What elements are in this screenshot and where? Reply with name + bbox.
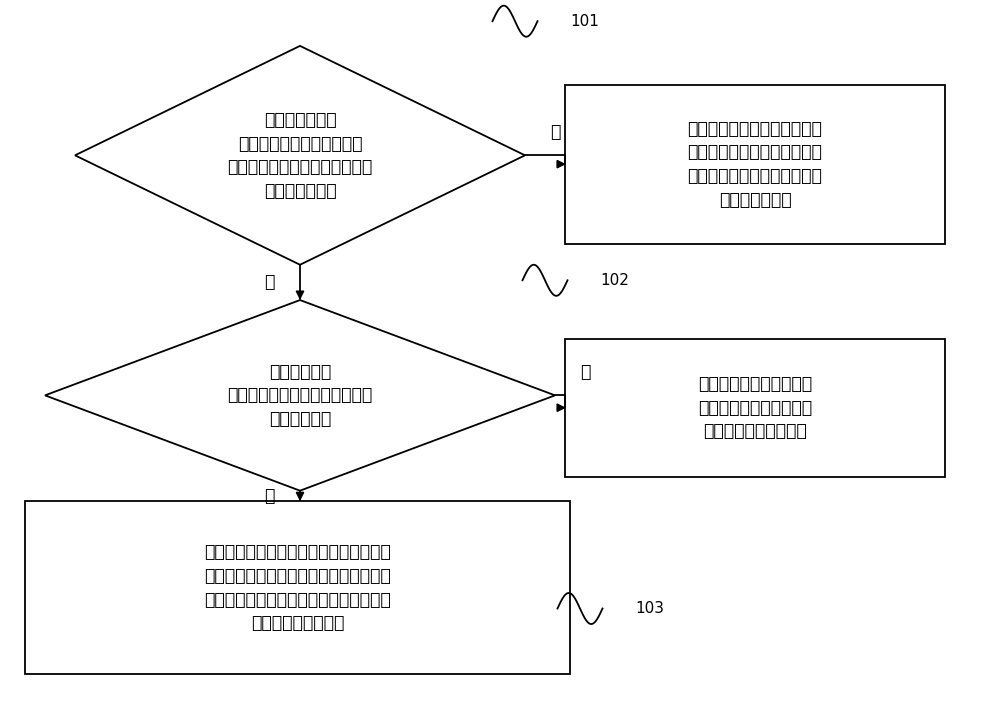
Text: 判断目标瓶试
剂所在的试剂批次是否对应有试
剂批工作曲线: 判断目标瓶试 剂所在的试剂批次是否对应有试 剂批工作曲线: [227, 363, 373, 428]
Text: 103: 103: [635, 601, 664, 616]
Text: 否: 否: [580, 364, 590, 381]
Text: 否: 否: [550, 124, 560, 141]
Bar: [565, 85, 945, 244]
Text: 将目标瓶试剂当前校准得
到的工作曲线作为目标瓶
试剂的试剂瓶工作曲线: 将目标瓶试剂当前校准得 到的工作曲线作为目标瓶 试剂的试剂瓶工作曲线: [698, 375, 812, 441]
Text: 是: 是: [265, 487, 275, 505]
Text: 是: 是: [265, 273, 275, 292]
Text: 获取目标瓶试剂
的开瓶时间，并检测目标瓶
试剂的开瓶时间是否超过试剂特
性安全时间阈值: 获取目标瓶试剂 的开瓶时间，并检测目标瓶 试剂的开瓶时间是否超过试剂特 性安全时…: [227, 111, 373, 200]
Text: 102: 102: [600, 273, 629, 288]
Text: 将目标瓶试剂当前校准得到的
工作曲线作为目标瓶试剂所在
的试剂批次对应的试剂批工作
曲线并传递使用: 将目标瓶试剂当前校准得到的 工作曲线作为目标瓶试剂所在 的试剂批次对应的试剂批工…: [688, 120, 822, 208]
Bar: [565, 339, 945, 477]
Text: 将目标瓶试剂所在的试剂批次对应的试剂
批工作曲线传递使用，目标瓶试剂当前校
准得到的工作曲线仅作为目标瓶试剂的试
剂瓶工作曲线并使用: 将目标瓶试剂所在的试剂批次对应的试剂 批工作曲线传递使用，目标瓶试剂当前校 准得…: [204, 544, 391, 632]
Bar: [25, 501, 570, 674]
Text: 101: 101: [570, 13, 599, 29]
